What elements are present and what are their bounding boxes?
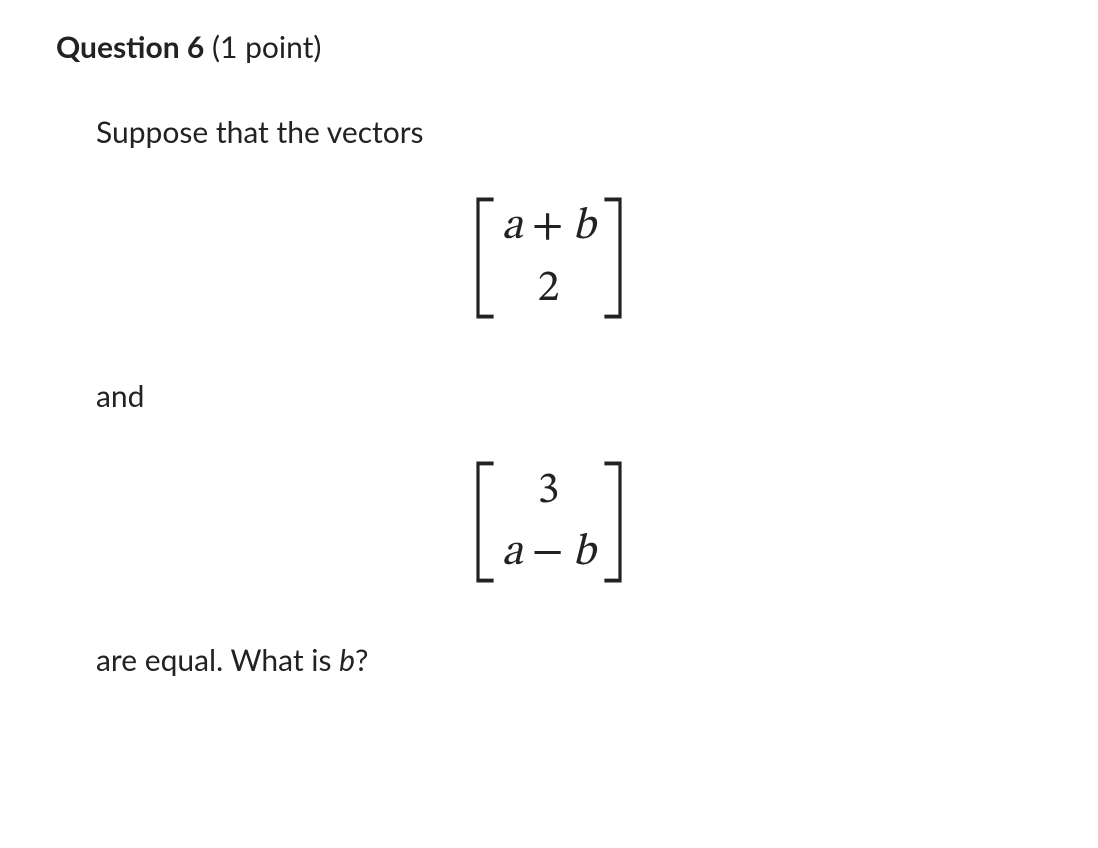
matrix-2-row-1: 3 (538, 469, 561, 513)
matrix-2-row-2: a−b (502, 531, 597, 575)
matrix-1-block: a+b 2 (56, 197, 1042, 319)
left-bracket-icon (474, 197, 496, 319)
question-number: Question 6 (56, 29, 204, 65)
right-bracket-icon (602, 197, 624, 319)
matrix-2-block: 3 a−b (56, 461, 1042, 583)
matrix-1-row-2: 2 (538, 267, 561, 311)
matrix-2: 3 a−b (474, 461, 625, 583)
outro-text: are equal. What is b? (96, 639, 1042, 681)
intro-text: Suppose that the vectors (96, 111, 1042, 153)
outro-suffix: ? (355, 642, 368, 678)
and-text: and (96, 375, 1042, 417)
right-bracket-icon (602, 461, 624, 583)
outro-variable: b (339, 642, 355, 678)
question-page: Question 6 (1 point) Suppose that the ve… (0, 0, 1098, 681)
matrix-1: a+b 2 (474, 197, 625, 319)
matrix-1-row-1: a+b (502, 205, 597, 249)
outro-prefix: are equal. What is (96, 642, 339, 678)
left-bracket-icon (474, 461, 496, 583)
question-header: Question 6 (1 point) (56, 28, 1042, 67)
question-points: (1 point) (204, 29, 321, 65)
